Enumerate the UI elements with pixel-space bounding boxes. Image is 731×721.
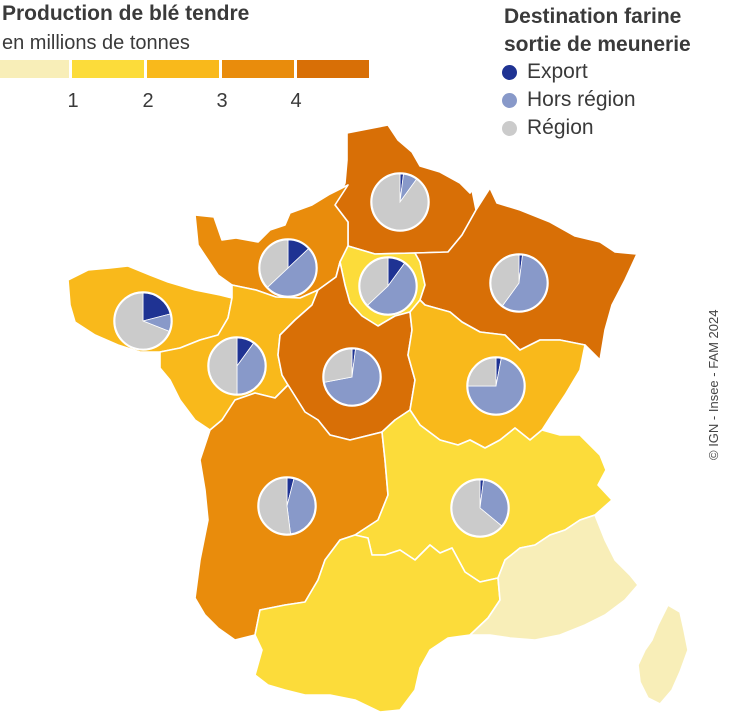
region-corse[interactable]: [637, 604, 689, 705]
pie-slice-region: [467, 357, 497, 387]
legend-item-region: Région: [502, 114, 636, 142]
pie-hauts-de-france[interactable]: [370, 172, 430, 232]
legend-item-hors-region: Hors région: [502, 86, 636, 114]
scale-class-3: [146, 60, 220, 78]
scale-class-4: [222, 60, 294, 78]
pie-slice-region: [451, 479, 503, 537]
legend-label-region: Région: [527, 116, 594, 139]
pie-slice-region: [490, 254, 520, 307]
pie-bretagne[interactable]: [113, 291, 173, 351]
scale-tick-2: 2: [142, 90, 154, 112]
scale-class-1: [0, 60, 70, 78]
destination-legend: Export Hors région Région: [502, 58, 636, 142]
hors-region-dot-icon: [502, 92, 517, 108]
legend-subtitle: en millions de tonnes: [2, 32, 190, 54]
pie-slice-hors-region: [267, 248, 317, 297]
region-occitanie[interactable]: [254, 534, 501, 713]
pie-grand-est[interactable]: [489, 253, 549, 313]
scale-class-5: [296, 60, 370, 78]
destination-title-line2: sortie de meunerie: [504, 33, 691, 56]
scale-ticks: 1 2 3 4: [0, 90, 372, 116]
pie-ile-de-france[interactable]: [358, 256, 418, 316]
pie-slice-region: [114, 292, 170, 350]
scale-tick-4: 4: [290, 90, 302, 112]
legend-label-hors-region: Hors région: [527, 88, 636, 111]
pie-slice-region: [323, 348, 353, 383]
destination-title-line1: Destination farine: [504, 5, 682, 28]
legend-item-export: Export: [502, 58, 636, 86]
region-dot-icon: [502, 120, 517, 136]
legend-title: Production de blé tendre: [2, 2, 250, 25]
pie-nouvelle-aquitaine[interactable]: [257, 476, 317, 536]
pie-slice-region: [259, 239, 289, 288]
pie-slice-hors-region: [286, 478, 316, 535]
scale-class-2: [72, 60, 144, 78]
pie-slice-hors-region: [236, 342, 266, 395]
pie-auvergne-rhone-alpes[interactable]: [450, 478, 510, 538]
pie-slice-hors-region: [367, 262, 417, 315]
pie-slice-region: [359, 257, 389, 306]
color-scale: [0, 60, 372, 78]
pie-pays-de-la-loire[interactable]: [207, 336, 267, 396]
pie-slice-region: [208, 337, 238, 395]
scale-tick-1: 1: [67, 90, 79, 112]
scale-tick-3: 3: [216, 90, 228, 112]
pie-slice-export: [142, 292, 171, 322]
pie-slice-hors-region: [501, 254, 548, 312]
pie-slice-hors-region: [479, 479, 509, 527]
legend-label-export: Export: [527, 60, 588, 83]
pie-bourgogne-franche-comte[interactable]: [466, 356, 526, 416]
pie-centre-val-de-loire[interactable]: [322, 347, 382, 407]
pie-normandie[interactable]: [258, 238, 318, 298]
destination-legend-title: Destination farine sortie de meunerie: [504, 3, 691, 59]
pie-slice-region: [258, 477, 291, 535]
export-dot-icon: [502, 64, 517, 80]
region-provence-alpes-cote-dazur[interactable]: [469, 514, 639, 641]
pie-slice-region: [371, 173, 429, 231]
